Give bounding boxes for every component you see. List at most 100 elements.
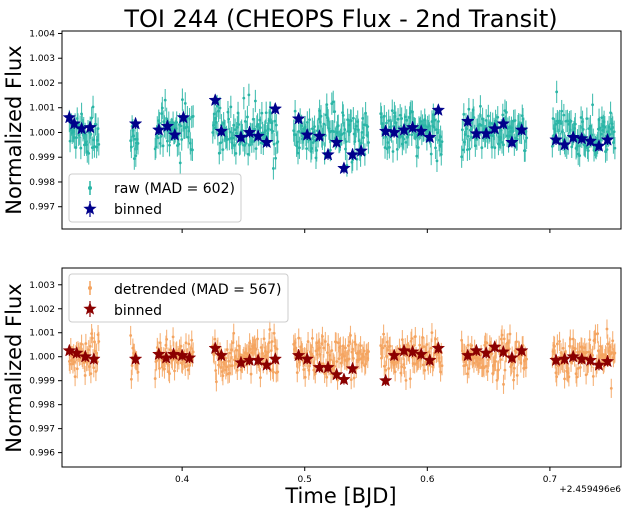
raw-point xyxy=(297,336,301,340)
raw-point xyxy=(404,140,408,144)
raw-point xyxy=(502,143,505,147)
raw-point xyxy=(91,105,95,109)
raw-point xyxy=(491,122,495,126)
y-tick-label: 0.999 xyxy=(29,153,55,163)
binned-point xyxy=(405,344,420,358)
binned-point xyxy=(505,350,519,364)
raw-point xyxy=(435,159,439,163)
raw-point xyxy=(310,127,314,131)
raw-point xyxy=(260,111,264,115)
raw-point xyxy=(259,141,263,145)
binned-point xyxy=(151,347,166,361)
raw-point xyxy=(486,370,490,373)
binned-point xyxy=(405,120,420,134)
raw-point xyxy=(568,337,572,341)
y-tick-label: 1.003 xyxy=(29,281,55,291)
raw-point xyxy=(578,154,582,158)
binned-point xyxy=(487,121,502,135)
raw-point xyxy=(440,364,444,368)
binned-point xyxy=(422,353,437,367)
raw-point xyxy=(610,351,614,354)
binned-point xyxy=(514,343,529,357)
y-tick-label: 0.998 xyxy=(29,178,55,188)
raw-point xyxy=(349,119,353,123)
raw-point xyxy=(183,101,187,105)
raw-point xyxy=(272,370,275,374)
raw-point xyxy=(214,369,218,372)
legend-bottom: detrended (MAD = 567) binned xyxy=(68,273,289,323)
raw-point xyxy=(90,336,94,340)
raw-point xyxy=(315,149,319,152)
raw-point xyxy=(336,124,340,128)
raw-point xyxy=(163,367,166,371)
raw-point xyxy=(83,361,86,364)
raw-point xyxy=(129,377,133,381)
raw-point xyxy=(354,343,357,346)
binned-point xyxy=(69,345,84,359)
raw-point xyxy=(398,113,402,117)
raw-point xyxy=(133,137,137,141)
raw-point xyxy=(332,130,336,134)
binned-point xyxy=(566,130,581,144)
top-panel: TOI 244 (CHEOPS Flux - 2nd Transit) Norm… xyxy=(2,5,622,233)
raw-point xyxy=(419,120,423,123)
raw-point xyxy=(383,344,387,348)
raw-point xyxy=(96,127,100,130)
raw-point xyxy=(88,365,91,368)
binned-point xyxy=(397,343,411,357)
raw-point xyxy=(603,125,607,129)
raw-point xyxy=(130,364,134,367)
raw-point xyxy=(227,117,231,121)
raw-point xyxy=(237,344,241,348)
raw-point xyxy=(613,351,617,355)
raw-point xyxy=(514,351,518,355)
binned-point xyxy=(208,93,223,107)
raw-point xyxy=(237,123,241,126)
legend-box-top xyxy=(68,173,242,223)
binned-point xyxy=(431,102,446,117)
raw-point xyxy=(573,122,577,126)
x-tick-label: 0.7 xyxy=(543,475,557,485)
raw-point xyxy=(562,113,566,117)
binned-point xyxy=(496,116,511,130)
raw-point xyxy=(219,141,223,145)
raw-point xyxy=(387,119,391,123)
y-axis-label-top: Normalized Flux xyxy=(2,45,26,214)
raw-point xyxy=(90,146,94,150)
raw-point xyxy=(386,348,390,352)
legend-detrended-label: detrended (MAD = 567) xyxy=(114,282,281,298)
raw-point xyxy=(351,357,355,360)
raw-point xyxy=(323,372,327,375)
raw-point xyxy=(325,103,329,107)
binned-point xyxy=(469,343,484,357)
raw-point xyxy=(605,327,609,331)
raw-point xyxy=(233,128,237,132)
raw-point xyxy=(407,133,411,137)
raw-point xyxy=(158,366,161,370)
binned-point xyxy=(431,341,446,355)
raw-point xyxy=(461,148,465,152)
raw-point xyxy=(567,375,571,379)
raw-point xyxy=(336,341,340,345)
binned-point xyxy=(387,348,402,362)
binned-point xyxy=(422,130,437,144)
binned-point xyxy=(234,355,248,369)
raw-point xyxy=(253,99,257,103)
raw-point xyxy=(191,148,194,152)
raw-point xyxy=(396,117,400,121)
raw-point xyxy=(92,366,96,370)
raw-point xyxy=(83,374,87,377)
raw-point xyxy=(246,115,249,119)
raw-point xyxy=(79,146,83,150)
raw-point xyxy=(489,134,493,137)
binned-point xyxy=(128,116,143,130)
raw-point xyxy=(132,157,136,161)
binned-point xyxy=(414,347,429,361)
binned-point xyxy=(78,349,93,363)
raw-point xyxy=(413,362,417,366)
raw-point xyxy=(249,372,253,376)
binned-point xyxy=(345,147,360,161)
raw-point xyxy=(381,346,385,350)
raw-point xyxy=(333,110,337,114)
